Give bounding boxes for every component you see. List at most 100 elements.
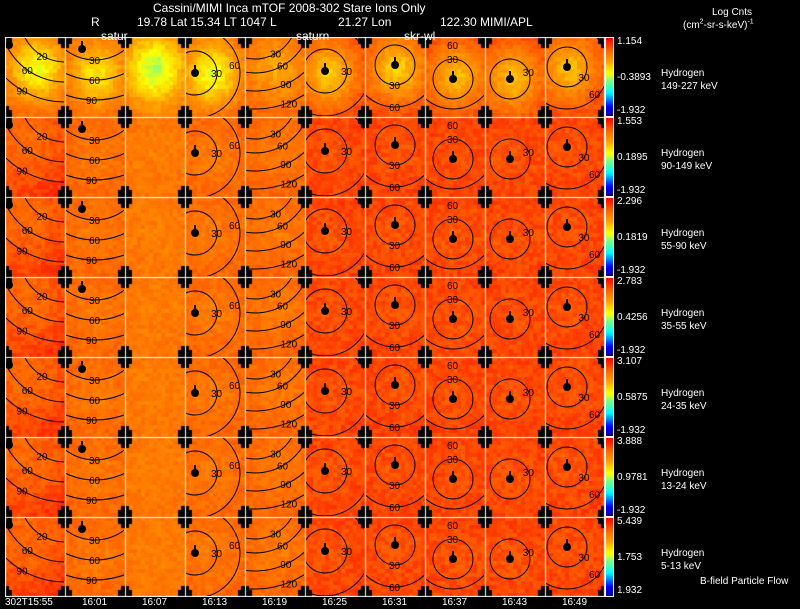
contour-label: 30	[89, 536, 101, 547]
saturn-marker-icon	[449, 471, 457, 483]
contour-line	[432, 218, 474, 260]
contour-label: 30	[578, 73, 590, 84]
contour-label: 30	[341, 67, 353, 78]
contour-label: 120	[280, 499, 297, 510]
saturn-marker-icon	[78, 361, 86, 373]
contour-label: 60	[447, 361, 459, 372]
colorbar	[605, 357, 614, 437]
contour-line	[426, 198, 484, 270]
contour-label: 60	[89, 476, 101, 487]
contour-label: 60	[22, 66, 34, 77]
saturn-marker-icon	[391, 137, 399, 149]
panel-cell: 30	[306, 38, 364, 116]
contour-line	[246, 43, 304, 74]
saturn-marker-icon	[391, 537, 399, 549]
contour-label: 30	[270, 369, 282, 380]
contour-line	[66, 254, 124, 261]
contour-line	[246, 123, 304, 154]
contour-label: 60	[447, 201, 459, 212]
contour-label: 60	[589, 490, 601, 501]
contour-label: 120	[280, 339, 297, 350]
contour-line	[489, 138, 531, 180]
contour-label: 20	[37, 212, 49, 223]
panel-cell: 30 60 90	[66, 361, 124, 427]
contour-label: 90	[86, 416, 98, 427]
time-label: 16:31	[382, 597, 408, 608]
colorbar-max: 1.154	[617, 36, 643, 47]
contour-line	[246, 414, 304, 430]
contour-line	[246, 151, 304, 172]
contour-label: 60	[277, 61, 289, 72]
contour-label: 90	[17, 567, 29, 578]
saturn-marker-icon	[6, 278, 13, 289]
contour-label: 120	[280, 99, 297, 110]
colorbar	[605, 37, 614, 117]
contour-label: 60	[229, 541, 241, 552]
saturn-marker-icon	[321, 143, 329, 155]
saturn-marker-icon	[506, 471, 514, 483]
contour-line	[426, 118, 484, 190]
contour-line	[546, 286, 588, 328]
contour-label: 60	[229, 141, 241, 152]
saturn-marker-icon	[78, 121, 86, 133]
right-text: 122.30 MIMI/APL	[440, 15, 533, 29]
contour-line	[66, 289, 124, 301]
contour-label: 30	[447, 295, 459, 306]
saturn-marker-icon	[191, 385, 199, 397]
panel-cell: 30 60 90	[66, 121, 124, 187]
panel-species: Hydrogen	[661, 228, 705, 239]
contour-line	[246, 358, 292, 380]
saturn-marker-icon	[563, 299, 571, 311]
saturn-marker-icon	[563, 539, 571, 551]
contour-label: 60	[22, 546, 34, 557]
contour-line	[426, 438, 484, 510]
contour-line	[432, 458, 474, 500]
saturn-marker-icon	[391, 377, 399, 389]
contour-label: 30	[341, 387, 353, 398]
contour-label: 30	[211, 229, 223, 240]
contour-line	[66, 129, 124, 141]
contour-line	[546, 358, 604, 430]
contour-label: 30	[211, 149, 223, 160]
units-b: -sr-s-keV)	[703, 20, 748, 31]
time-label: 16:43	[502, 597, 528, 608]
colorbar	[605, 197, 614, 277]
contour-label: 60	[389, 583, 401, 594]
contour-label: 30	[341, 147, 353, 158]
contour-line	[432, 298, 474, 340]
panel-cell: 30	[306, 118, 364, 196]
panel-energy: 35-55 keV	[661, 321, 707, 332]
contour-label: 30	[578, 153, 590, 164]
colorbar-max: 1.553	[617, 116, 643, 127]
contour-label: 90	[17, 487, 29, 498]
contour-line	[206, 118, 241, 196]
contour-label: 20	[37, 292, 49, 303]
panel-energy: 5-13 keV	[661, 561, 702, 572]
contour-label: 30	[578, 473, 590, 484]
contour-label: 30	[578, 553, 590, 564]
contour-label: 120	[280, 419, 297, 430]
contour-line	[432, 58, 474, 100]
contour-line	[246, 551, 304, 572]
contour-line	[246, 118, 292, 140]
contour-line	[374, 124, 416, 166]
panel-energy: 55-90 keV	[661, 241, 707, 252]
contour-line	[374, 524, 416, 566]
contour-label: 30	[389, 241, 401, 252]
contour-line	[206, 438, 241, 516]
saturn-marker-icon	[191, 145, 199, 157]
